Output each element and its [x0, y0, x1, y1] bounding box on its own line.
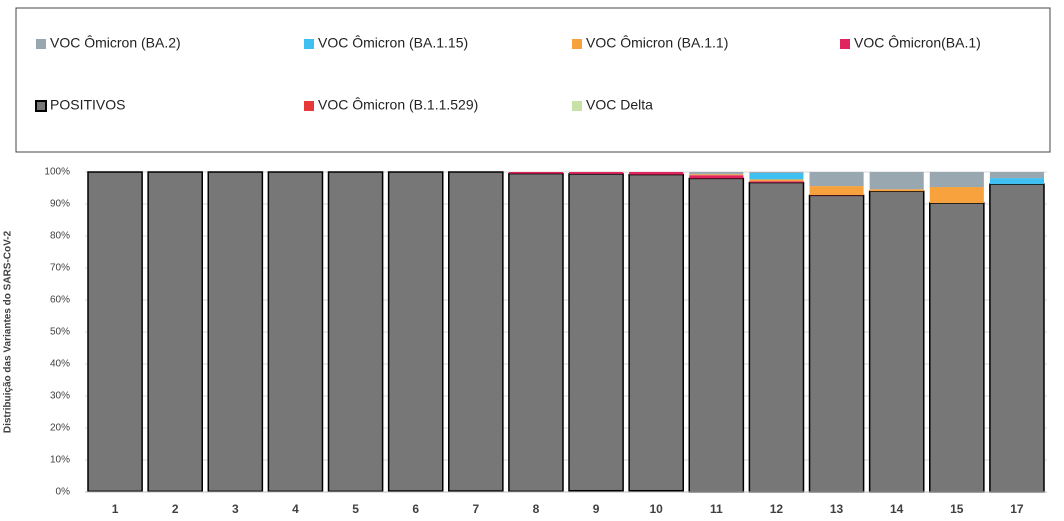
x-tick-label: 13 [830, 502, 844, 516]
bar-segment [147, 171, 203, 493]
x-tick-label: 15 [950, 502, 964, 516]
bar-segment [508, 172, 564, 493]
bar-segment [809, 172, 864, 187]
bar-segment [448, 171, 504, 492]
x-tick-label: 17 [1010, 502, 1024, 516]
bar-segment [569, 172, 624, 174]
x-tick-label: 1 [112, 502, 119, 516]
bar-segment [809, 186, 864, 196]
bar-segment [689, 172, 744, 175]
x-tick-label: 4 [292, 502, 299, 516]
bar-segment [749, 181, 804, 183]
bar-segment [629, 172, 684, 175]
bar-segment [689, 174, 744, 176]
x-tick-label: 8 [533, 502, 540, 516]
y-tick-label: 50% [50, 327, 70, 338]
x-tick-label: 7 [472, 502, 479, 516]
x-tick-label: 6 [412, 502, 419, 516]
legend-swatch [840, 39, 850, 49]
bar-segment [989, 183, 1045, 493]
legend-label: VOC Ômicron (BA.1.1) [586, 35, 728, 51]
bar-segment [87, 171, 143, 493]
legend-label: VOC Ômicron (B.1.1.529) [318, 97, 478, 113]
x-tick-label: 2 [172, 502, 179, 516]
bar-segment [929, 187, 984, 204]
bar-segment [267, 171, 324, 493]
bar-segment [508, 172, 563, 174]
bar-segment [929, 172, 984, 188]
x-tick-label: 11 [710, 502, 723, 516]
y-axis-label: Distribuição das Variantes do SARS-CoV-2 [3, 230, 14, 433]
bar-segment [568, 173, 624, 492]
legend-box [15, 7, 1051, 153]
legend-swatch [572, 39, 582, 49]
legend-label: VOC Delta [586, 97, 653, 113]
y-tick-label: 100% [44, 167, 70, 178]
bar-segment [387, 171, 444, 492]
legend-swatch [572, 101, 582, 111]
y-tick-label: 30% [50, 391, 70, 402]
legend-swatch [304, 39, 314, 49]
y-tick-label: 60% [50, 295, 70, 306]
y-tick-label: 40% [50, 359, 70, 370]
y-tick-label: 90% [50, 199, 70, 210]
x-tick-label: 10 [650, 502, 664, 516]
bar-segment [989, 178, 1044, 185]
legend-label: VOC Ômicron (BA.2) [50, 35, 181, 51]
bar-segment [748, 181, 805, 493]
bar-segment [207, 171, 264, 493]
bar-segment [869, 189, 924, 192]
bar-segment [628, 173, 684, 492]
y-tick-label: 0% [56, 487, 71, 498]
y-tick-label: 80% [50, 231, 70, 242]
legend-swatch [35, 100, 47, 112]
bar-segment [327, 171, 384, 493]
bar-segment [869, 172, 924, 190]
legend-swatch [36, 39, 46, 49]
x-tick-label: 14 [890, 502, 904, 516]
bar-segment [689, 175, 744, 179]
bar-segment [749, 179, 804, 182]
x-tick-label: 3 [232, 502, 239, 516]
y-tick-label: 10% [50, 455, 70, 466]
bar-segment [929, 202, 985, 493]
legend-label: VOC Ômicron (BA.1.15) [318, 35, 468, 51]
bar-segment [749, 172, 804, 173]
x-tick-label: 9 [593, 502, 600, 516]
x-tick-label: 5 [352, 502, 359, 516]
bar-segment [749, 172, 804, 180]
legend-swatch [304, 101, 314, 111]
bar-segment [808, 194, 865, 493]
x-tick-label: 12 [770, 502, 784, 516]
legend-label: POSITIVOS [50, 97, 125, 113]
y-tick-label: 20% [50, 423, 70, 434]
bar-segment [868, 190, 925, 493]
y-tick-label: 70% [50, 263, 70, 274]
bar-segment [989, 172, 1044, 179]
bar-segment [688, 177, 745, 493]
legend-label: VOC Ômicron(BA.1) [854, 35, 981, 51]
